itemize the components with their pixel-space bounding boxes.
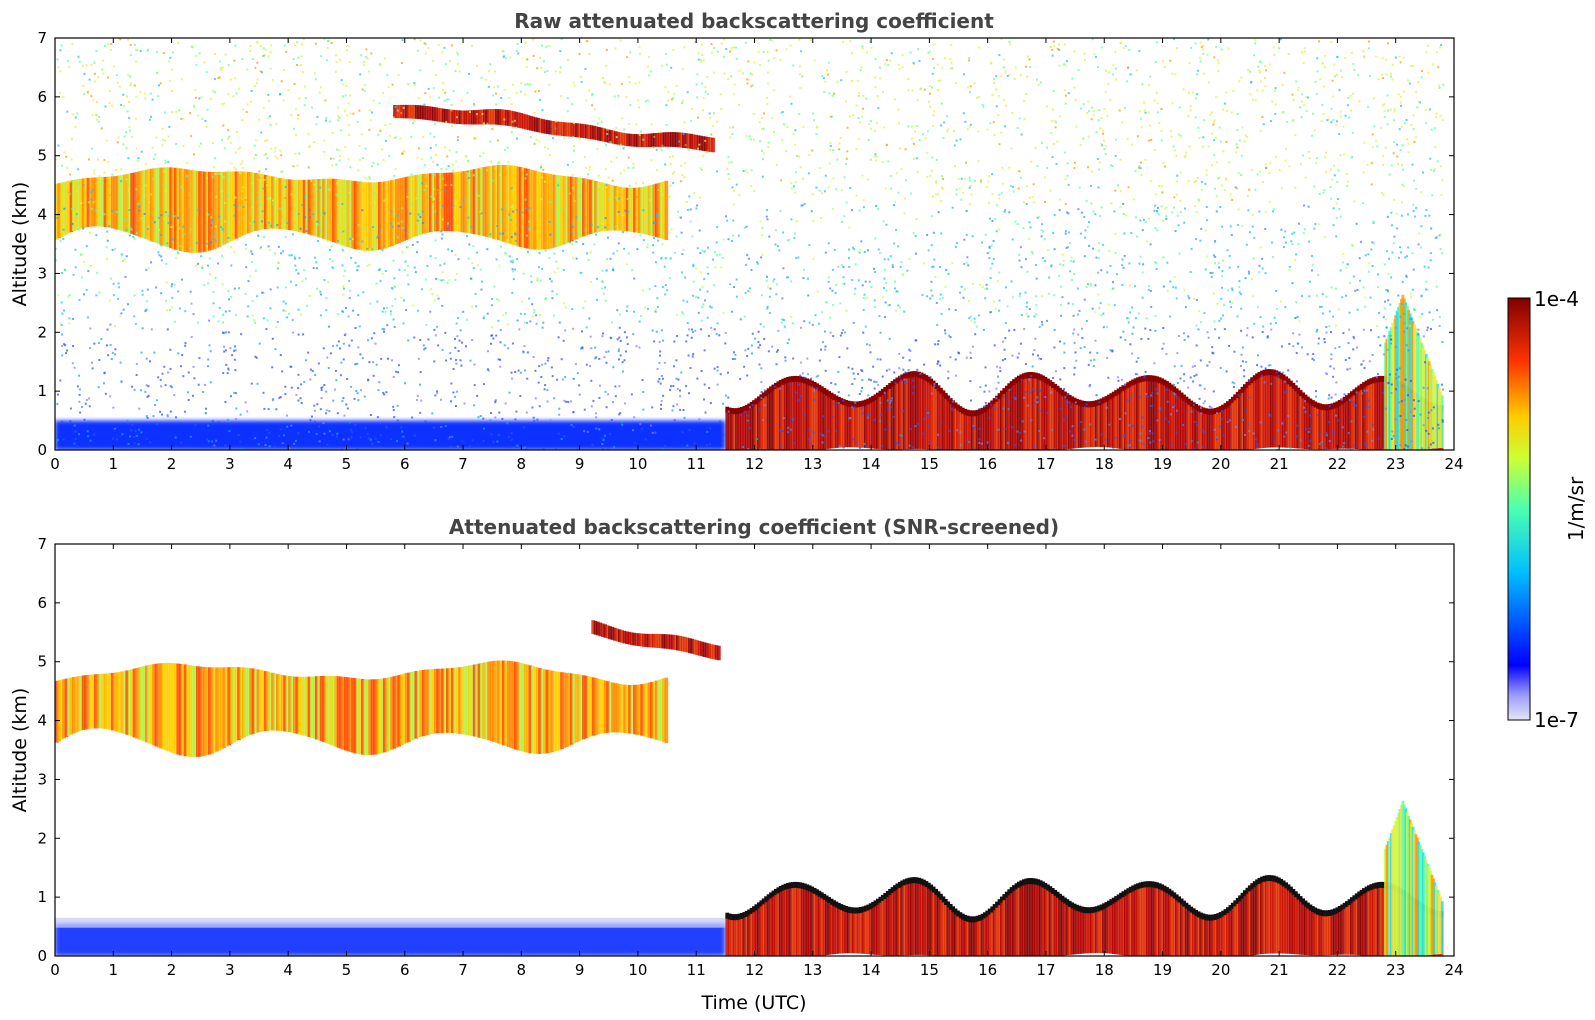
feature-cloud-streak — [591, 620, 721, 661]
y-tick-label: 0 — [37, 947, 47, 965]
y-tick-label: 6 — [37, 88, 47, 106]
panel-screened: Attenuated backscattering coefficient (S… — [9, 515, 1464, 1014]
y-tick-label: 5 — [37, 147, 47, 165]
x-tick-label: 4 — [283, 455, 293, 473]
x-tick-label: 18 — [1095, 961, 1114, 979]
x-tick-label: 16 — [978, 455, 997, 473]
feature-background-noise — [55, 38, 1445, 450]
x-tick-label: 13 — [803, 455, 822, 473]
x-tick-label: 16 — [978, 961, 997, 979]
x-tick-label: 11 — [687, 961, 706, 979]
x-tick-label: 2 — [167, 455, 177, 473]
x-tick-label: 2 — [167, 961, 177, 979]
x-tick-label: 17 — [1036, 455, 1055, 473]
x-tick-label: 24 — [1444, 961, 1463, 979]
x-tick-label: 14 — [862, 455, 881, 473]
x-tick-label: 10 — [628, 961, 647, 979]
panel-raw-heatmap — [55, 38, 1454, 450]
x-tick-label: 12 — [745, 961, 764, 979]
x-tick-label: 12 — [745, 455, 764, 473]
colorbar-gradient — [1507, 297, 1531, 721]
y-tick-label: 4 — [37, 712, 47, 730]
y-tick-label: 4 — [37, 206, 47, 224]
y-tick-label: 3 — [37, 770, 47, 788]
x-tick-label: 20 — [1211, 455, 1230, 473]
feature-boundary-layer-aerosol — [55, 420, 726, 450]
x-tick-label: 13 — [803, 961, 822, 979]
y-tick-label: 2 — [37, 829, 47, 847]
x-tick-label: 23 — [1386, 961, 1405, 979]
y-tick-label: 0 — [37, 441, 47, 459]
feature-boundary-layer-aerosol — [55, 917, 726, 956]
panel-screened-heatmap — [55, 544, 1454, 956]
panel-raw-ylabel: Altitude (km) — [9, 182, 31, 307]
x-tick-label: 4 — [283, 961, 293, 979]
x-tick-label: 9 — [575, 455, 585, 473]
x-tick-label: 23 — [1386, 455, 1405, 473]
x-tick-label: 3 — [225, 961, 235, 979]
colorbar: 1e-4 1e-7 1/m/sr — [1507, 287, 1588, 732]
x-tick-label: 22 — [1328, 455, 1347, 473]
feature-low-cloud — [725, 875, 1444, 956]
x-tick-label: 1 — [109, 455, 119, 473]
panel-screened-axes: 0 1 2 3 4 5 6 7 8 9 10 11 12 13 14 15 16 17 18 19 20 21 22 23 24… — [37, 535, 1463, 979]
x-tick-label: 9 — [575, 961, 585, 979]
x-tick-label: 3 — [225, 455, 235, 473]
x-tick-label: 1 — [109, 961, 119, 979]
x-tick-label: 11 — [687, 455, 706, 473]
feature-elevated-cloud-layer — [55, 660, 669, 757]
x-tick-label: 15 — [920, 961, 939, 979]
y-tick-label: 1 — [37, 888, 47, 906]
y-tick-label: 3 — [37, 264, 47, 282]
y-tick-label: 5 — [37, 653, 47, 671]
x-tick-label: 17 — [1036, 961, 1055, 979]
x-tick-label: 0 — [50, 961, 60, 979]
x-tick-label: 7 — [458, 961, 468, 979]
x-tick-label: 24 — [1444, 455, 1463, 473]
feature-cloud-streak — [393, 104, 715, 153]
x-tick-label: 8 — [517, 455, 527, 473]
y-tick-label: 1 — [37, 382, 47, 400]
x-tick-label: 19 — [1153, 455, 1172, 473]
panel-screened-xlabel: Time (UTC) — [700, 992, 806, 1014]
x-tick-label: 14 — [862, 961, 881, 979]
x-tick-label: 7 — [458, 455, 468, 473]
x-tick-label: 8 — [517, 961, 527, 979]
panel-raw-axes: 0 1 2 3 4 5 6 7 8 9 10 11 12 13 14 15 16 17 18 19 20 21 22 23 24… — [37, 29, 1463, 473]
x-tick-label: 21 — [1270, 455, 1289, 473]
x-tick-label: 0 — [50, 455, 60, 473]
x-tick-label: 10 — [628, 455, 647, 473]
y-tick-label: 2 — [37, 323, 47, 341]
panel-raw-title: Raw attenuated backscattering coefficien… — [514, 9, 994, 33]
colorbar-max-label: 1e-4 — [1534, 287, 1579, 311]
x-tick-label: 5 — [342, 961, 352, 979]
feature-elevated-cloud-layer — [55, 164, 669, 253]
colorbar-min-label: 1e-7 — [1534, 708, 1579, 732]
x-tick-label: 5 — [342, 455, 352, 473]
y-tick-label: 7 — [37, 535, 47, 553]
x-tick-label: 19 — [1153, 961, 1172, 979]
panel-screened-title: Attenuated backscattering coefficient (S… — [449, 515, 1059, 539]
x-tick-label: 6 — [400, 961, 410, 979]
x-tick-label: 22 — [1328, 961, 1347, 979]
x-tick-label: 15 — [920, 455, 939, 473]
feature-low-cloud — [725, 369, 1444, 450]
panel-raw: Raw attenuated backscattering coefficien… — [9, 9, 1464, 473]
x-tick-label: 18 — [1095, 455, 1114, 473]
x-tick-label: 20 — [1211, 961, 1230, 979]
panel-screened-ylabel: Altitude (km) — [9, 688, 31, 813]
x-tick-label: 21 — [1270, 961, 1289, 979]
y-tick-label: 7 — [37, 29, 47, 47]
colorbar-unit-label: 1/m/sr — [1564, 476, 1588, 541]
y-tick-label: 6 — [37, 594, 47, 612]
feature-aerosol-plume — [1384, 800, 1444, 956]
x-tick-label: 6 — [400, 455, 410, 473]
